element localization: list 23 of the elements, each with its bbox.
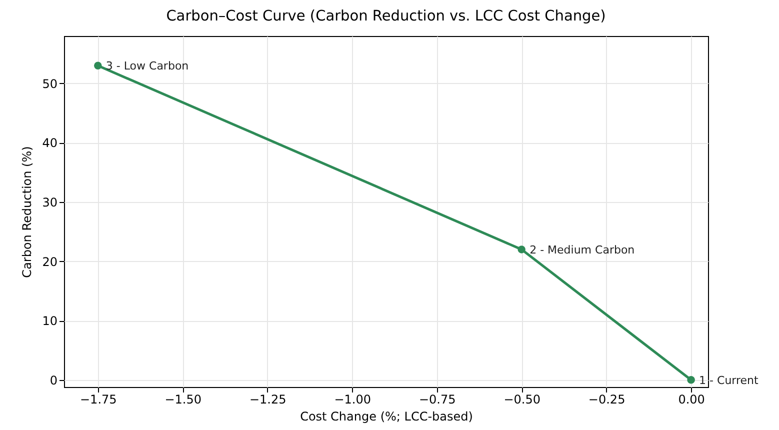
annotation: 1 - Current bbox=[699, 374, 760, 387]
y-tick-label: 30 bbox=[42, 196, 58, 210]
x-tick-label: −1.75 bbox=[80, 392, 117, 406]
y-tick-label: 0 bbox=[50, 373, 58, 388]
y-tick-label: 20 bbox=[42, 254, 58, 269]
x-tick-label: −1.25 bbox=[249, 392, 286, 406]
chart-title: Carbon–Cost Curve (Carbon Reduction vs. LCC Cost Change) bbox=[166, 8, 606, 24]
annotation: 2 - Medium Carbon bbox=[530, 243, 635, 256]
y-tick-label: 40 bbox=[42, 136, 58, 150]
x-tick-label: −1.50 bbox=[164, 392, 202, 406]
x-axis-title: Cost Change (%; LCC-based) bbox=[300, 410, 473, 424]
y-axis-title: Carbon Reduction (%) bbox=[20, 146, 34, 278]
x-tick-label: −0.75 bbox=[418, 392, 456, 406]
x-tick-label: −0.25 bbox=[588, 392, 626, 406]
y-tick-label: 10 bbox=[42, 314, 58, 328]
y-tick-label: 50 bbox=[42, 76, 58, 91]
point bbox=[687, 376, 695, 384]
x-tick-label: −1.00 bbox=[334, 392, 371, 406]
point bbox=[94, 62, 102, 70]
x-tick-label: −0.50 bbox=[504, 392, 540, 406]
point bbox=[518, 246, 526, 254]
annotation: 3 - Low Carbon bbox=[106, 60, 189, 73]
x-tick-label: 0.00 bbox=[678, 392, 705, 406]
